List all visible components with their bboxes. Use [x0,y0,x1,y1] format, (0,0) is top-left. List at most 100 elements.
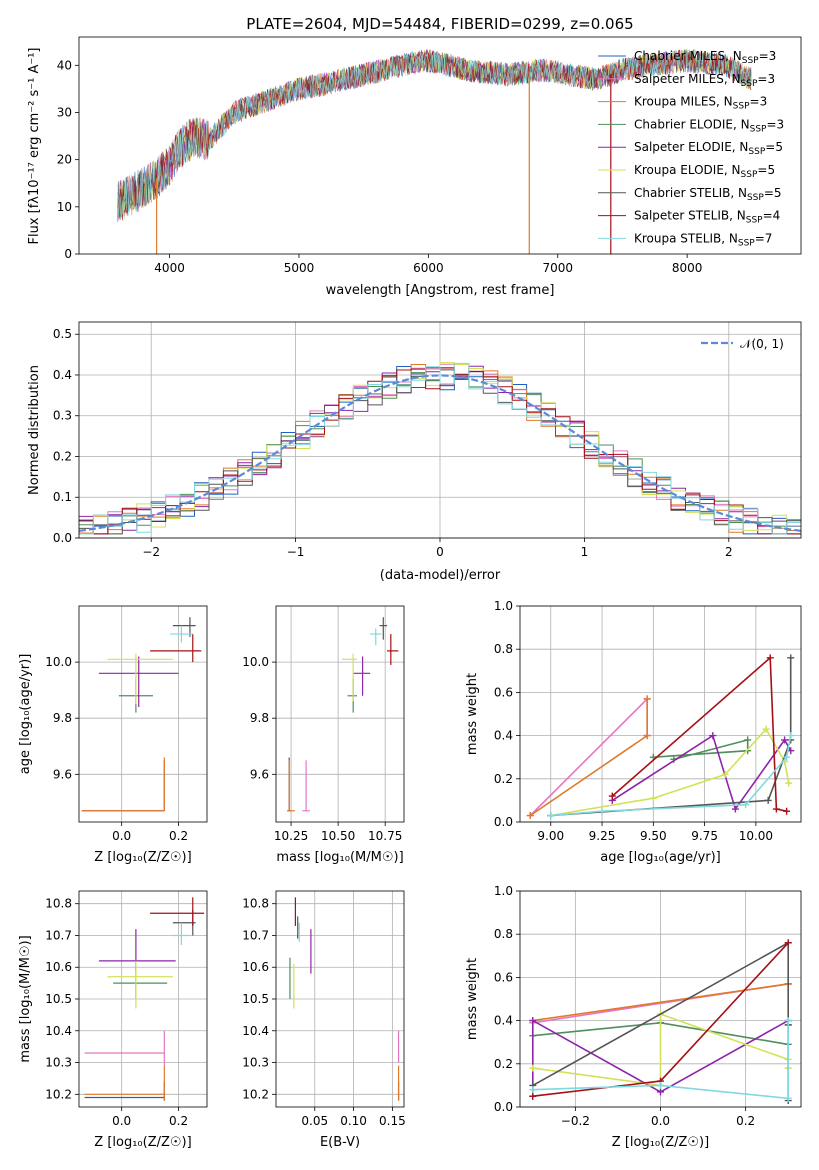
weight-marker [766,654,774,662]
mass_vs_Z-ylabel: mass [log₁₀(M/M☉)] [18,935,33,1062]
weight-marker [744,736,752,744]
residual-histograms [78,362,802,535]
y-tick-label: 10.7 [242,928,269,942]
mass_vs_EBV-ticks: 0.05 0.10 0.15 10.2 10.3 10.4 10.5 10.6 10.7 10.8 [242,897,405,1128]
mass_vs_Z-axes: 0.0 0.2 10.2 10.3 10.4 10.5 10.6 10.7 10.8 Z [log… [18,890,208,1150]
mass_vs_EBV-axes: 0.05 0.10 0.15 10.2 10.3 10.4 10.5 10.6 10.7 10.8… [242,890,406,1150]
y-tick-label: 10.8 [45,897,72,911]
mass_vs_Z-xlabel: Z [log₁₀(Z/Z☉)] [94,1135,191,1150]
mass_vs_Z-gridlines [79,891,207,1107]
weight-marker [657,1088,664,1096]
legend-entry-0: Chabrier MILES, NSSP=3 [634,49,776,66]
y-tick-label: 10.4 [242,1024,269,1038]
spectrum-ticks: 4000 5000 6000 7000 8000 0 10 20 30 40 [57,58,703,275]
x-tick-label: −0.2 [561,1114,590,1128]
weight-line-6 [611,656,787,812]
x-tick-label: 0.0 [112,1114,131,1128]
weight-line-2 [653,738,749,761]
y-tick-label: 1.0 [494,599,513,613]
y-tick-label: 0.4 [53,368,72,382]
y-tick-label: 10.3 [45,1056,72,1070]
y-tick-label: 0.4 [494,729,513,743]
mass_vs_Z-frame [78,890,208,1108]
weight-marker [762,725,770,733]
x-tick-label: 0 [436,545,444,559]
y-tick-label: 10 [57,200,72,214]
weight_vs_Z-ylabel: mass weight [465,958,480,1040]
weight-marker [657,1081,664,1089]
weight-marker [784,1017,792,1025]
y-tick-label: 10.3 [242,1056,269,1070]
x-tick-label: 0.0 [651,1114,670,1128]
y-tick-label: 0.2 [53,449,72,463]
x-tick-label: 6000 [413,261,444,275]
age_vs_Z-frame [78,605,208,823]
x-tick-label: 9.50 [640,829,667,843]
weight-marker [783,753,791,761]
mass_vs_EBV-frame [275,890,405,1108]
mass_vs_EBV-gridlines [276,891,404,1107]
y-tick-label: 0.8 [494,642,513,656]
y-tick-label: 9.8 [250,711,269,725]
age_vs_mass-axes: 10.25 10.50 10.75 9.6 9.8 10.0 mass [log₁₀(M/M… [242,605,405,865]
x-tick-label: 9.00 [537,829,564,843]
x-tick-label: 10.50 [321,829,355,843]
legend-entry-2: Kroupa MILES, NSSP=3 [634,95,767,112]
weight_vs_Z-axes: −0.2 0.0 0.2 0.0 0.2 0.4 0.6 0.8 1.0 Z [log₁₀(Z/Z… [465,884,802,1150]
y-tick-label: 0.2 [494,772,513,786]
y-tick-label: 9.6 [250,767,269,781]
x-tick-label: −2 [142,545,160,559]
residual-panel: −2 −1 0 1 2 0.0 0.1 0.2 0.3 0.4 0.5 (data-model)/e… [27,321,802,583]
weight_vs_age-frame [519,605,802,823]
y-tick-label: 40 [57,58,72,72]
weight-line-4 [550,727,790,817]
weight-marker [643,732,651,740]
spectrum-ylabel: Flux [fλ10⁻¹⁷ erg cm⁻² s⁻¹ A⁻¹] [27,48,42,245]
y-tick-label: 30 [57,105,72,119]
weight-marker [785,779,793,787]
weight-marker [529,1086,537,1094]
histogram-8 [79,362,801,535]
x-tick-label: 0.05 [301,1114,328,1128]
y-tick-label: 9.6 [53,767,72,781]
mass_vs_EBV-marks [289,897,400,1101]
weight-line-7 [532,1020,789,1100]
weight_vs_age-marks [526,654,795,820]
weight-marker [764,796,772,804]
spectrum-xlabel: wavelength [Angstrom, rest frame] [326,283,555,298]
residual-xlabel: (data-model)/error [380,568,501,583]
age_vs_Z-axes: 0.0 0.2 9.6 9.8 10.0 Z [log₁₀(Z/Z☉)] age [log₁… [18,605,208,865]
small-panels: 0.0 0.2 9.6 9.8 10.0 Z [log₁₀(Z/Z☉)] age [log₁… [18,599,802,1150]
normal-reference-curve [78,374,802,532]
y-tick-label: 10.0 [45,655,72,669]
weight-marker [742,801,750,809]
weight_vs_Z-ticks: −0.2 0.0 0.2 0.0 0.2 0.4 0.6 0.8 1.0 [494,884,755,1128]
y-tick-label: 0.0 [494,815,513,829]
mass_vs_Z-ticks: 0.0 0.2 10.2 10.3 10.4 10.5 10.6 10.7 10.8 [45,897,188,1128]
weight-marker [772,805,780,813]
legend-entry-6: Chabrier STELIB, NSSP=5 [634,186,782,203]
legend-entry-4: Salpeter ELODIE, NSSP=5 [634,140,783,157]
y-tick-label: 1.0 [494,884,513,898]
age_vs_Z-ticks: 0.0 0.2 9.6 9.8 10.0 [45,655,188,843]
spectrum-line-7 [117,49,752,222]
weight-marker [781,736,789,744]
x-tick-label: 2 [725,545,733,559]
weight-marker [731,805,739,813]
y-tick-label: 0.8 [494,927,513,941]
weight-marker [529,1017,537,1025]
spectrum-plot [117,48,752,254]
weight_vs_age-ticks: 9.00 9.25 9.50 9.75 10.00 0.0 0.2 0.4 0.6 0.8 1.0 [494,599,773,843]
spectrum-legend: Chabrier MILES, NSSP=3 Salpeter MILES, NS… [598,49,784,248]
legend-entry-7: Salpeter STELIB, NSSP=4 [634,209,780,226]
weight-marker [598,807,606,815]
y-tick-label: 10.7 [45,928,72,942]
x-tick-label: 10.75 [368,829,402,843]
y-tick-label: 0.6 [494,685,513,699]
x-tick-label: 5000 [284,261,315,275]
x-tick-label: 0.10 [340,1114,367,1128]
weight_vs_Z-marks [529,939,792,1105]
x-tick-label: 0.2 [169,829,188,843]
weight-marker [709,732,717,740]
